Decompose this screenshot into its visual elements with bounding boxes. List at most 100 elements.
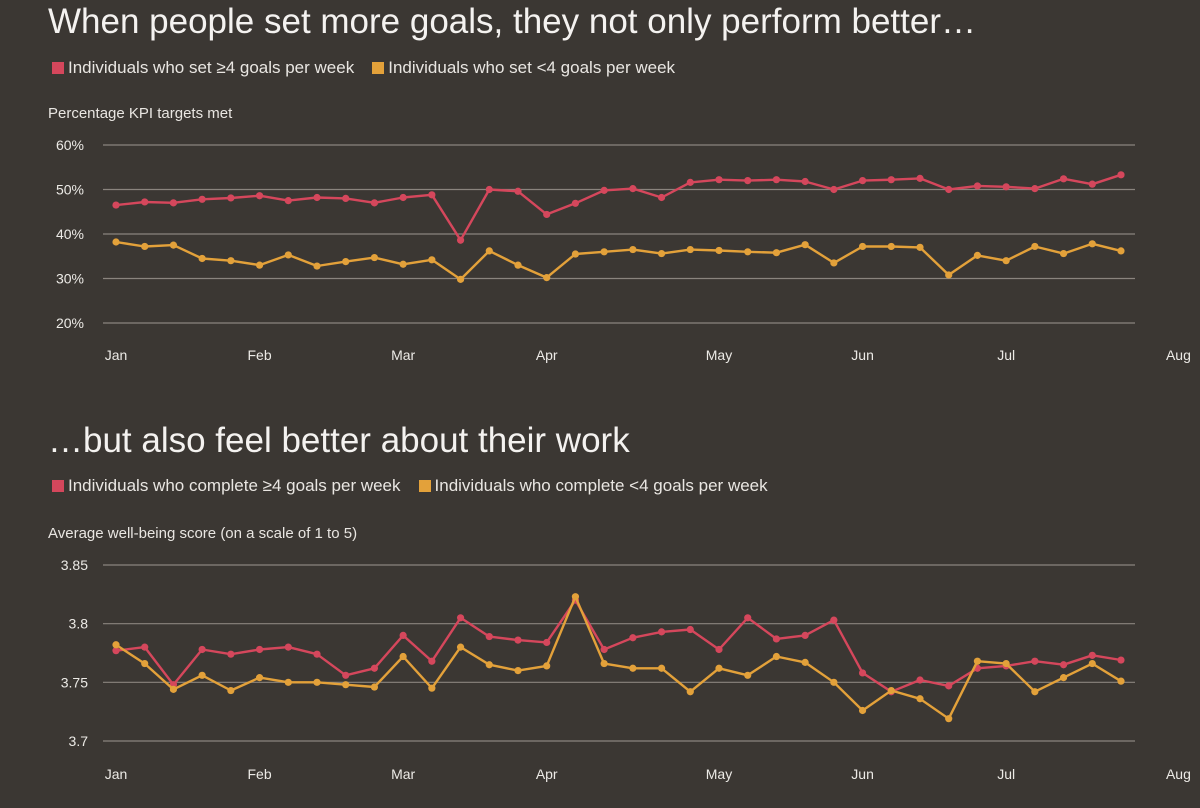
- data-point: [629, 664, 637, 672]
- data-point: [399, 652, 407, 661]
- legend-label-high: Individuals who complete ≥4 goals per we…: [68, 476, 401, 495]
- data-point: [973, 657, 982, 665]
- data-point: [399, 631, 407, 639]
- data-point: [227, 194, 235, 202]
- data-point: [600, 659, 608, 668]
- data-point: [370, 664, 379, 672]
- data-point: [428, 684, 436, 692]
- data-point: [227, 257, 235, 265]
- x-tick-label: Mar: [391, 766, 415, 782]
- plot-area: 20%30%40%50%60%JanFebMarAprMayJunJulAugS…: [56, 137, 1191, 363]
- data-point: [830, 616, 838, 624]
- wellbeing-chart: …but also feel better about their work I…: [0, 415, 1200, 808]
- chart-title: …but also feel better about their work: [48, 421, 630, 460]
- series-line-0: [115, 173, 1122, 242]
- data-point: [1031, 242, 1039, 251]
- data-point: [1031, 185, 1039, 193]
- chart-title: When people set more goals, they not onl…: [48, 2, 976, 41]
- y-tick-label: 3.85: [61, 557, 88, 573]
- data-point: [801, 631, 809, 639]
- data-point: [657, 249, 666, 258]
- data-point: [744, 671, 752, 679]
- data-point: [1117, 171, 1125, 179]
- y-tick-label: 3.75: [61, 674, 88, 690]
- data-point: [198, 645, 206, 654]
- data-point: [370, 683, 379, 691]
- legend: Individuals who set ≥4 goals per week In…: [52, 58, 693, 78]
- data-point: [313, 650, 321, 658]
- data-point: [514, 636, 522, 644]
- data-point: [801, 241, 809, 249]
- data-point: [686, 245, 694, 254]
- data-point: [945, 271, 953, 279]
- data-point: [342, 671, 350, 679]
- x-tick-label: Feb: [248, 347, 272, 363]
- data-point: [916, 243, 924, 251]
- data-point: [255, 192, 264, 200]
- data-point: [1059, 175, 1068, 183]
- data-point: [255, 261, 264, 269]
- data-point: [830, 678, 838, 686]
- data-point: [887, 686, 895, 695]
- data-point: [858, 706, 867, 715]
- y-tick-label: 50%: [56, 182, 84, 198]
- data-point: [571, 199, 580, 207]
- legend-label-high: Individuals who set ≥4 goals per week: [68, 58, 355, 77]
- data-point: [973, 251, 982, 259]
- data-point: [600, 248, 608, 256]
- legend-item-high: Individuals who set ≥4 goals per week: [52, 58, 354, 78]
- data-point: [198, 671, 206, 679]
- data-point: [916, 695, 924, 703]
- data-point: [744, 248, 752, 256]
- data-point: [1088, 659, 1096, 668]
- data-point: [1002, 183, 1010, 191]
- x-tick-label: Apr: [536, 347, 558, 363]
- data-point: [112, 201, 120, 209]
- x-tick-label: Aug: [1166, 347, 1191, 363]
- data-point: [858, 242, 867, 251]
- data-point: [887, 176, 895, 184]
- data-point: [1059, 249, 1068, 258]
- data-point: [399, 260, 407, 268]
- data-point: [485, 185, 493, 194]
- data-point: [1088, 651, 1096, 659]
- legend: Individuals who complete ≥4 goals per we…: [52, 476, 786, 496]
- x-tick-label: Mar: [391, 347, 415, 363]
- data-point: [571, 250, 580, 258]
- data-point: [1117, 677, 1125, 685]
- data-point: [916, 676, 924, 684]
- data-point: [284, 251, 292, 259]
- data-point: [657, 193, 666, 202]
- y-axis-label: Average well-being score (on a scale of …: [48, 525, 358, 542]
- data-point: [571, 593, 580, 601]
- data-point: [227, 650, 235, 658]
- data-point: [198, 195, 206, 203]
- y-tick-label: 20%: [56, 315, 84, 331]
- data-point: [342, 194, 350, 202]
- data-point: [657, 628, 666, 636]
- legend-item-low: Individuals who complete <4 goals per we…: [418, 476, 768, 496]
- x-tick-label: Jun: [851, 347, 874, 363]
- data-point: [485, 247, 493, 255]
- data-point: [744, 614, 752, 622]
- data-point: [858, 669, 867, 677]
- legend-swatch-low: [418, 480, 431, 492]
- legend-label-low: Individuals who set <4 goals per week: [388, 58, 676, 77]
- data-point: [227, 686, 235, 695]
- data-point: [916, 174, 924, 182]
- data-point: [428, 256, 436, 264]
- data-point: [428, 191, 436, 199]
- data-point: [456, 236, 465, 244]
- data-point: [169, 241, 178, 249]
- data-point: [715, 645, 723, 654]
- data-point: [543, 210, 551, 219]
- data-point: [801, 177, 809, 186]
- data-point: [169, 199, 178, 207]
- data-point: [169, 685, 178, 693]
- y-tick-label: 3.7: [69, 733, 89, 749]
- data-point: [543, 662, 551, 670]
- data-point: [141, 659, 149, 668]
- data-point: [428, 657, 436, 665]
- data-point: [370, 199, 379, 207]
- data-point: [198, 254, 206, 263]
